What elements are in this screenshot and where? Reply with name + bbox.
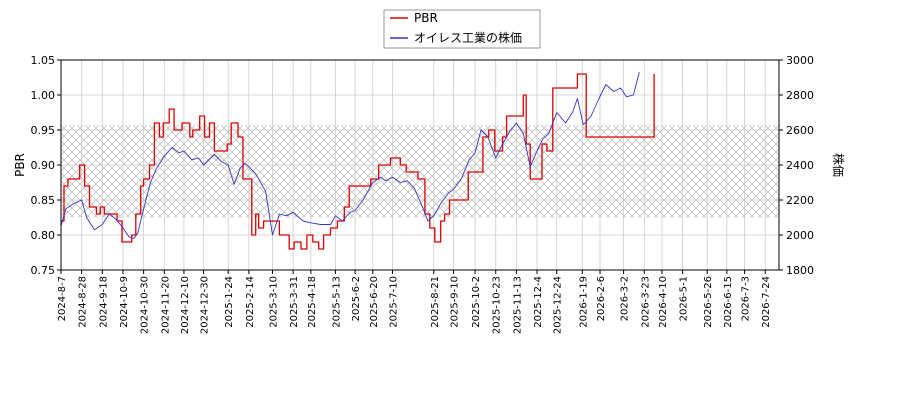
x-tick-label: 2026-5-26 (703, 276, 714, 328)
x-tick-label: 2025-7-10 (388, 276, 399, 328)
right-tick-label: 2200 (786, 194, 814, 207)
right-tick-label: 2600 (786, 124, 814, 137)
x-tick-label: 2024-9-18 (98, 276, 109, 328)
right-tick-label: 2800 (786, 89, 814, 102)
x-tick-label: 2025-4-18 (307, 276, 318, 328)
x-tick-label: 2025-5-13 (331, 276, 342, 328)
x-tick-label: 2025-3-10 (268, 276, 279, 328)
x-tick-label: 2025-1-24 (224, 276, 235, 328)
x-tick-label: 2025-6-2 (351, 276, 362, 321)
left-tick-label: 0.95 (31, 124, 56, 137)
legend-pbr-label: PBR (414, 11, 438, 25)
x-tick-label: 2025-12-24 (553, 276, 564, 334)
right-tick-label: 3000 (786, 54, 814, 67)
series-line-0 (61, 73, 655, 250)
right-tick-label: 1800 (786, 264, 814, 277)
x-tick-label: 2024-10-30 (140, 276, 151, 334)
x-tick-label: 2024-11-20 (160, 276, 171, 334)
legend-box (383, 9, 541, 49)
series-lines (61, 72, 655, 250)
right-axis-ticks: 1800 2000 2200 2400 2600 2800 3000 (779, 54, 814, 277)
x-tick-label: 2025-10-2 (471, 276, 482, 328)
x-tick-label: 2026-1-19 (578, 276, 589, 328)
x-tick-label: 2025-11-13 (512, 276, 523, 334)
x-tick-label: 2025-2-14 (245, 276, 256, 328)
left-tick-label: 0.90 (31, 159, 56, 172)
x-tick-label: 2025-10-23 (492, 276, 503, 334)
x-tick-label: 2026-7-3 (741, 276, 752, 321)
x-tick-label: 2026-3-2 (620, 276, 631, 321)
right-tick-label: 2000 (786, 229, 814, 242)
series-line-1 (61, 72, 640, 239)
x-tick-label: 2025-8-21 (430, 276, 441, 328)
legend-stock-label: オイレス工業の株価 (414, 30, 522, 45)
x-tick-label: 2024-12-10 (180, 276, 191, 334)
x-tick-label: 2026-5-1 (679, 276, 690, 321)
x-tick-label: 2025-6-20 (369, 276, 380, 328)
x-tick-label: 2026-3-23 (640, 276, 651, 328)
left-tick-label: 0.85 (31, 194, 56, 207)
x-tick-label: 2026-7-24 (761, 276, 772, 328)
x-axis-ticks: 2024-8-7 2024-8-28 2024-9-18 2024-10-9 2024-… (57, 270, 772, 334)
x-tick-label: 2025-12-4 (533, 276, 544, 328)
x-tick-label: 2025-3-31 (289, 276, 300, 328)
x-tick-label: 2024-10-9 (119, 276, 130, 328)
x-tick-label: 2024-8-28 (78, 276, 89, 328)
x-tick-label: 2026-4-10 (658, 276, 669, 328)
left-tick-label: 1.05 (31, 54, 56, 67)
x-tick-label: 2026-2-6 (596, 276, 607, 321)
legend: PBR オイレス工業の株価 (383, 9, 541, 49)
left-tick-label: 0.80 (31, 229, 56, 242)
left-tick-label: 1.00 (31, 89, 56, 102)
right-axis-label: 株価 (831, 153, 846, 177)
left-tick-label: 0.75 (31, 264, 56, 277)
x-tick-label: 2025-9-10 (449, 276, 460, 328)
x-tick-label: 2024-12-30 (200, 276, 211, 334)
left-axis-ticks: 0.75 0.80 0.85 0.90 0.95 1.00 1.05 (31, 54, 61, 277)
right-tick-label: 2400 (786, 159, 814, 172)
left-axis-label: PBR (13, 153, 27, 177)
x-tick-label: 2024-8-7 (57, 276, 68, 321)
x-tick-label: 2026-6-15 (723, 276, 734, 328)
hatched-band (61, 125, 779, 218)
